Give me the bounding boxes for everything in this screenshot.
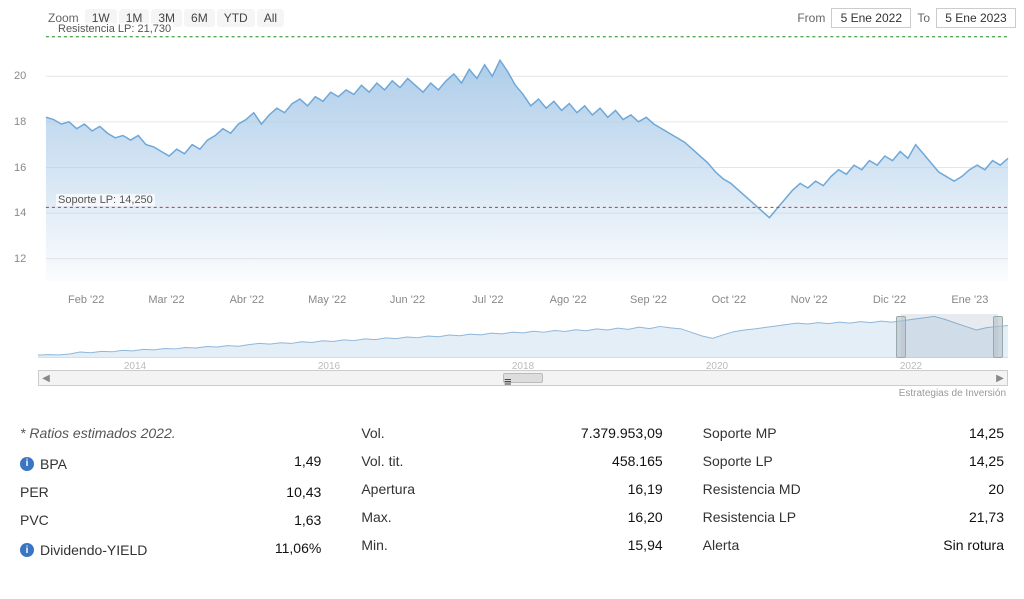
- stat-row: Max. 16,20: [361, 503, 662, 531]
- to-label: To: [917, 11, 930, 25]
- nav-handle-left[interactable]: [896, 316, 906, 358]
- estimate-note: * Ratios estimados 2022.: [20, 425, 176, 441]
- stat-value: 16,20: [628, 509, 663, 525]
- stat-row: Soporte MP 14,25: [703, 419, 1004, 447]
- stat-label: Resistencia LP: [703, 509, 796, 525]
- x-tick: Jun '22: [390, 294, 425, 306]
- stat-row: PER 10,43: [20, 478, 321, 506]
- x-tick: Dic '22: [873, 294, 906, 306]
- y-tick: 20: [14, 70, 26, 82]
- info-icon[interactable]: i: [20, 457, 34, 471]
- stat-row: Apertura 16,19: [361, 475, 662, 503]
- x-tick: Ene '23: [951, 294, 988, 306]
- stat-value: 458.165: [612, 453, 663, 469]
- y-tick: 16: [14, 162, 26, 174]
- stat-row: Vol. 7.379.953,09: [361, 419, 662, 447]
- stat-value: 7.379.953,09: [581, 425, 663, 441]
- stat-label: Vol.: [361, 425, 384, 441]
- navigator-scrollbar[interactable]: ◀ ≡ ▶: [38, 370, 1008, 386]
- stat-value: Sin rotura: [943, 537, 1004, 553]
- x-tick: Abr '22: [230, 294, 265, 306]
- stat-row: Resistencia MD 20: [703, 475, 1004, 503]
- x-tick: Nov '22: [791, 294, 828, 306]
- stat-row: Alerta Sin rotura: [703, 531, 1004, 559]
- support-label: Soporte LP: 14,250: [56, 194, 155, 206]
- stat-label: Max.: [361, 509, 391, 525]
- stat-row: PVC 1,63: [20, 506, 321, 534]
- stat-value: 10,43: [286, 484, 321, 500]
- price-chart[interactable]: 12 14 16 18 20 Feb '22 Mar '22 Abr '22 May '22 J…: [8, 34, 1016, 304]
- stat-value: 15,94: [628, 537, 663, 553]
- x-tick: Feb '22: [68, 294, 104, 306]
- y-tick: 12: [14, 253, 26, 265]
- x-tick: Sep '22: [630, 294, 667, 306]
- stat-value: 14,25: [969, 425, 1004, 441]
- stat-label: Apertura: [361, 481, 415, 497]
- x-tick: Mar '22: [148, 294, 184, 306]
- stat-label: Resistencia MD: [703, 481, 801, 497]
- chart-credit: Estrategias de Inversión: [8, 386, 1016, 399]
- stats-grid: * Ratios estimados 2022. iBPA 1,49 PER 10,4…: [8, 399, 1016, 564]
- x-tick: Jul '22: [472, 294, 503, 306]
- zoom-6m-button[interactable]: 6M: [184, 9, 215, 27]
- y-tick: 14: [14, 207, 26, 219]
- x-tick: Ago '22: [550, 294, 587, 306]
- stat-row: Soporte LP 14,25: [703, 447, 1004, 475]
- stat-label: Alerta: [703, 537, 740, 553]
- stat-value: 14,25: [969, 453, 1004, 469]
- from-date-input[interactable]: 5 Ene 2022: [831, 8, 911, 28]
- stat-value: 1,63: [294, 512, 321, 528]
- stat-row: Vol. tit. 458.165: [361, 447, 662, 475]
- zoom-all-button[interactable]: All: [257, 9, 284, 27]
- stat-label: iDividendo-YIELD: [20, 542, 147, 558]
- stat-label: Vol. tit.: [361, 453, 403, 469]
- stat-value: 1,49: [294, 453, 321, 469]
- scroll-thumb[interactable]: ≡: [503, 373, 543, 383]
- y-tick: 18: [14, 116, 26, 128]
- resistance-label: Resistencia LP: 21,730: [56, 23, 173, 35]
- stat-label: iBPA: [20, 456, 67, 472]
- from-label: From: [797, 11, 825, 25]
- stat-value: 20: [988, 481, 1004, 497]
- info-icon[interactable]: i: [20, 543, 34, 557]
- stat-label: Min.: [361, 537, 387, 553]
- stat-label: PER: [20, 484, 49, 500]
- nav-handle-right[interactable]: [993, 316, 1003, 358]
- chart-navigator[interactable]: 20142016201820202022: [38, 314, 1008, 370]
- zoom-ytd-button[interactable]: YTD: [217, 9, 255, 27]
- stat-label: Soporte MP: [703, 425, 777, 441]
- stat-row: Min. 15,94: [361, 531, 662, 559]
- stat-value: 11,06%: [275, 540, 321, 556]
- stat-row: iBPA 1,49: [20, 447, 321, 478]
- stat-value: 16,19: [628, 481, 663, 497]
- scroll-right-icon[interactable]: ▶: [993, 373, 1007, 384]
- stat-row: iDividendo-YIELD 11,06%: [20, 534, 321, 565]
- stat-row: Resistencia LP 21,73: [703, 503, 1004, 531]
- to-date-input[interactable]: 5 Ene 2023: [936, 8, 1016, 28]
- stat-value: 21,73: [969, 509, 1004, 525]
- scroll-left-icon[interactable]: ◀: [39, 373, 53, 384]
- stat-label: PVC: [20, 512, 49, 528]
- stat-label: Soporte LP: [703, 453, 773, 469]
- x-tick: May '22: [308, 294, 346, 306]
- x-tick: Oct '22: [712, 294, 747, 306]
